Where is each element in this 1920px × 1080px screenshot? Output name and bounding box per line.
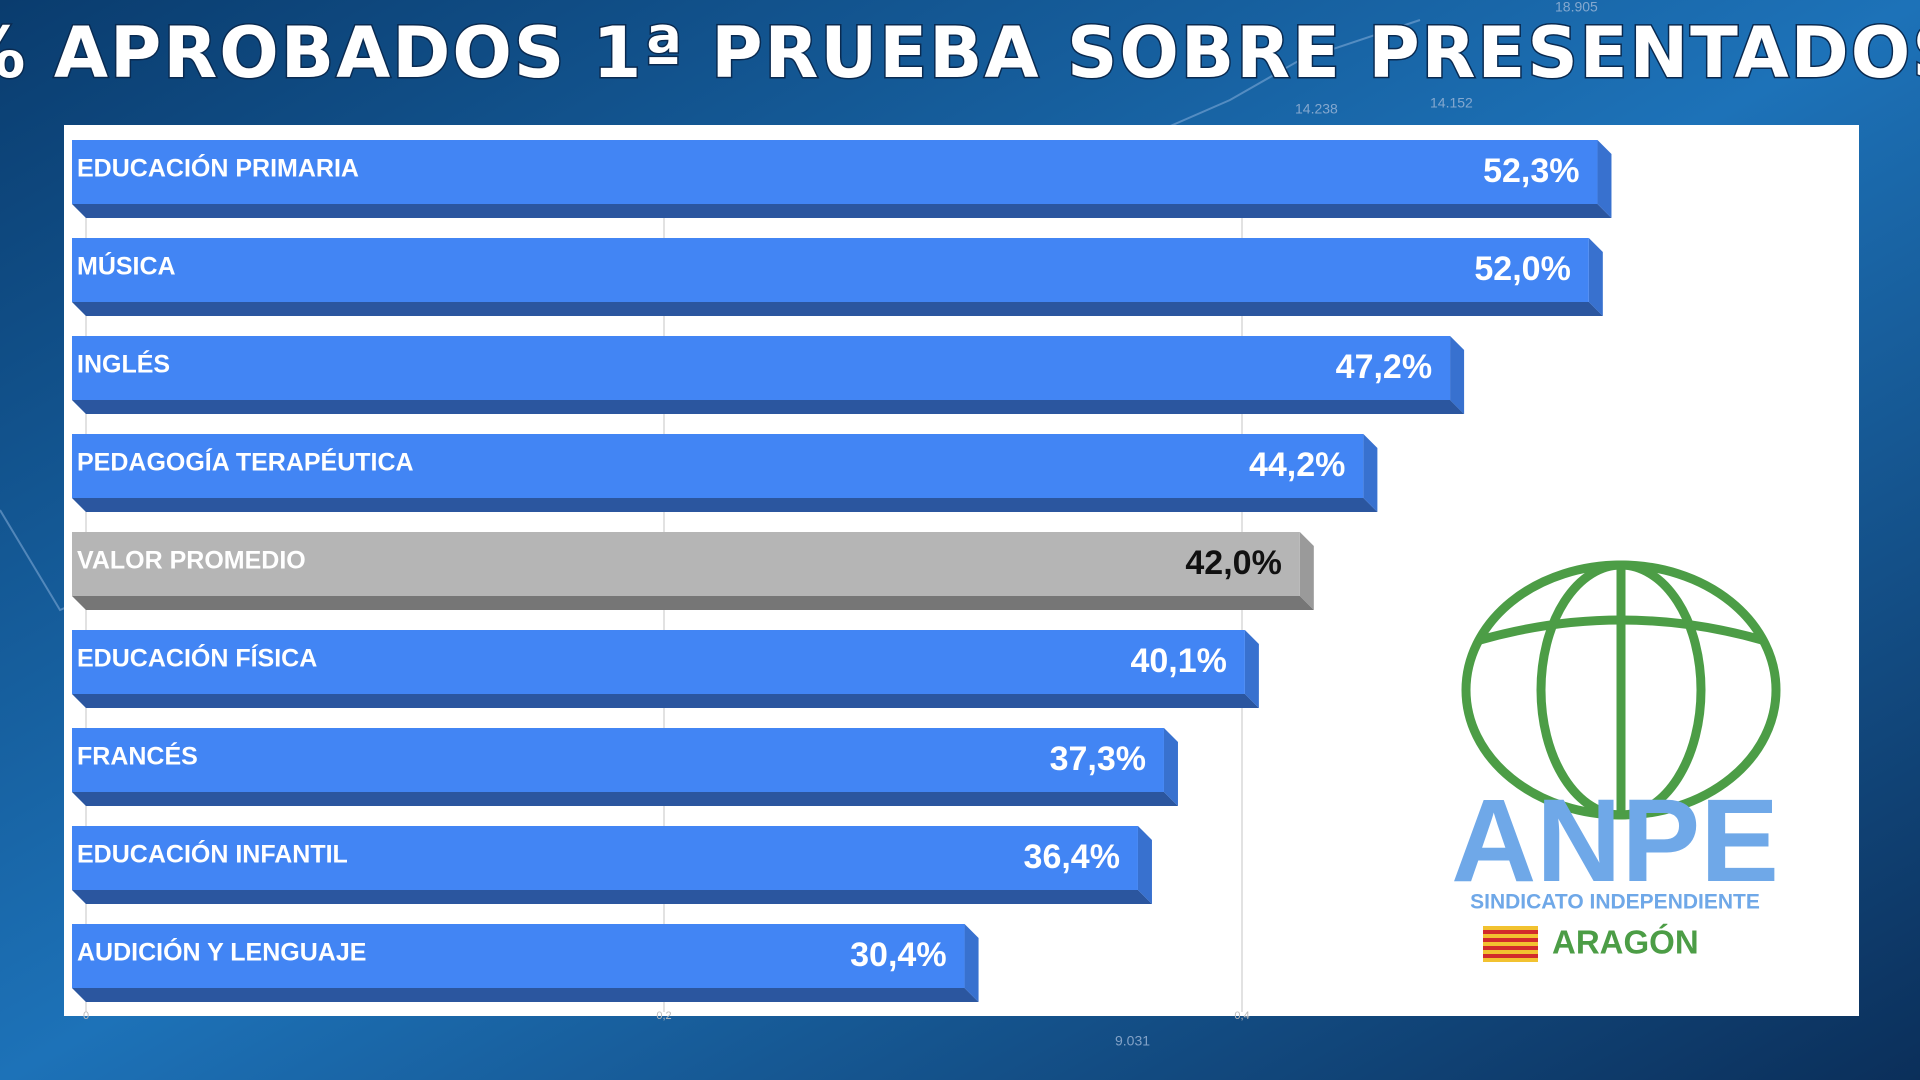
logo-region: ARAGÓN <box>1552 924 1699 961</box>
bar-side <box>1137 826 1152 904</box>
bar-side-shade <box>1597 140 1612 218</box>
bar-bottom-shade <box>72 792 1178 806</box>
bar <box>72 434 1364 498</box>
bar <box>72 630 1245 694</box>
bar-bottom <box>72 596 1314 610</box>
category-label: MÚSICA <box>77 251 176 281</box>
category-label: EDUCACIÓN PRIMARIA <box>77 153 359 183</box>
value-label: 40,1% <box>1130 642 1226 680</box>
bar-bottom <box>72 400 1465 414</box>
bar-side-shade <box>964 924 979 1002</box>
bar <box>72 336 1451 400</box>
value-label: 42,0% <box>1185 544 1281 582</box>
value-label: 37,3% <box>1050 740 1146 778</box>
bar-side <box>1299 532 1314 610</box>
bar <box>72 728 1164 792</box>
bar-side <box>1450 336 1465 414</box>
category-label: VALOR PROMEDIO <box>77 547 306 575</box>
background-line <box>0 19 1421 612</box>
plot: 0 0,2 0,4 EDUCACIÓN PRIMARIA 52,3% MÚSICA 52,0… <box>72 140 1612 1022</box>
bar <box>72 140 1598 204</box>
bar-bottom-shade <box>72 400 1465 414</box>
value-label: 36,4% <box>1024 838 1120 876</box>
bar-side <box>1588 238 1603 316</box>
bar-side-shade <box>1163 728 1178 806</box>
logo-flag <box>1483 954 1538 958</box>
bar-bottom-shade <box>72 988 979 1002</box>
category-label: FRANCÉS <box>77 742 198 771</box>
bar-bottom <box>72 694 1259 708</box>
bar-bottom <box>72 792 1178 806</box>
bar-bottom <box>72 498 1378 512</box>
bar-side-shade <box>1588 238 1603 316</box>
bar-bottom <box>72 204 1612 218</box>
bar-side <box>1363 434 1378 512</box>
category-label: PEDAGOGÍA TERAPÉUTICA <box>77 448 414 477</box>
logo-name: ANPE <box>1451 775 1779 907</box>
logo: ANPE SINDICATO INDEPENDIENTE ARAGÓN <box>1451 560 1781 962</box>
bar-bottom <box>72 890 1152 904</box>
bar-side <box>1163 728 1178 806</box>
background-number: 18.905 <box>1555 0 1598 15</box>
bar-side <box>1244 630 1259 708</box>
value-label: 30,4% <box>850 936 946 974</box>
bar <box>72 826 1138 890</box>
bar-side <box>964 924 979 1002</box>
bar-side <box>1597 140 1612 218</box>
bar-bottom-shade <box>72 498 1378 512</box>
logo-flag <box>1483 938 1538 942</box>
logo-flag <box>1483 946 1538 950</box>
category-label: EDUCACIÓN FÍSICA <box>77 643 317 673</box>
bar-bottom <box>72 302 1603 316</box>
logo-flag <box>1483 930 1538 934</box>
background-number: 14.152 <box>1430 95 1473 111</box>
background-number: 14.238 <box>1295 101 1338 117</box>
bar-bottom-shade <box>72 302 1603 316</box>
logo-subtitle: SINDICATO INDEPENDIENTE <box>1470 891 1760 914</box>
bar-bottom-shade <box>72 890 1152 904</box>
bar <box>72 924 965 988</box>
value-label: 44,2% <box>1249 446 1345 484</box>
value-label: 52,3% <box>1483 152 1579 190</box>
bar-bottom-shade <box>72 596 1314 610</box>
x-tick-label: 0,2 <box>656 1010 671 1022</box>
logo-globe <box>1478 615 1764 645</box>
bar-side-shade <box>1244 630 1259 708</box>
value-label: 47,2% <box>1336 348 1432 386</box>
bar <box>72 238 1589 302</box>
bar-side-shade <box>1363 434 1378 512</box>
bar-side-shade <box>1450 336 1465 414</box>
background-number: 9.031 <box>1115 1033 1150 1049</box>
category-label: EDUCACIÓN INFANTIL <box>77 839 348 869</box>
x-tick-label: 0 <box>83 1010 89 1022</box>
bar-bottom-shade <box>72 694 1259 708</box>
bar-bottom-shade <box>72 204 1612 218</box>
bar-side-shade <box>1299 532 1314 610</box>
x-tick-label: 0,4 <box>1234 1010 1249 1022</box>
bar-side-shade <box>1137 826 1152 904</box>
category-label: AUDICIÓN Y LENGUAJE <box>77 937 366 967</box>
bar <box>72 532 1300 596</box>
chart-title: % APROBADOS 1ª PRUEBA SOBRE PRESENTADOS <box>0 12 1920 94</box>
bar-bottom <box>72 988 979 1002</box>
value-label: 52,0% <box>1474 250 1570 288</box>
category-label: INGLÉS <box>77 350 170 379</box>
